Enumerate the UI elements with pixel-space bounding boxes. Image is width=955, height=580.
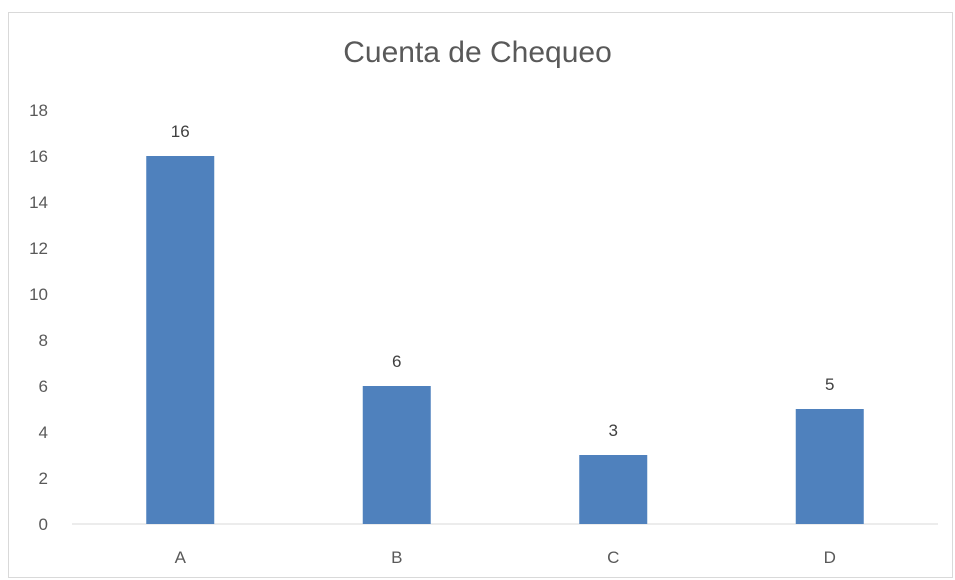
y-tick-label: 0: [39, 515, 48, 534]
x-tick-label: C: [607, 548, 619, 567]
y-axis-ticks: 0 2 4 6 8 10 12 14 16 18: [29, 101, 48, 534]
x-tick-label: B: [391, 548, 402, 567]
y-tick-label: 10: [29, 285, 48, 304]
x-axis-ticks: A B C D: [175, 548, 836, 567]
x-tick-label: A: [175, 548, 187, 567]
data-label: 6: [392, 352, 401, 371]
y-tick-label: 14: [29, 193, 48, 212]
y-tick-label: 2: [39, 469, 48, 488]
chart-title: Cuenta de Chequeo: [343, 36, 612, 69]
data-label: 5: [825, 375, 834, 394]
data-labels-group: 16 6 3 5: [171, 122, 835, 440]
x-tick-label: D: [824, 548, 836, 567]
y-tick-label: 4: [39, 423, 48, 442]
data-label: 16: [171, 122, 190, 141]
bar-b: [362, 386, 431, 524]
bars-group: [146, 156, 864, 524]
y-tick-label: 16: [29, 147, 48, 166]
y-tick-label: 12: [29, 239, 48, 258]
y-tick-label: 18: [29, 101, 48, 120]
y-tick-label: 6: [39, 377, 48, 396]
bar-d: [795, 409, 864, 524]
bar-c: [579, 455, 648, 524]
bar-a: [146, 156, 215, 524]
y-tick-label: 8: [39, 331, 48, 350]
data-label: 3: [609, 421, 618, 440]
